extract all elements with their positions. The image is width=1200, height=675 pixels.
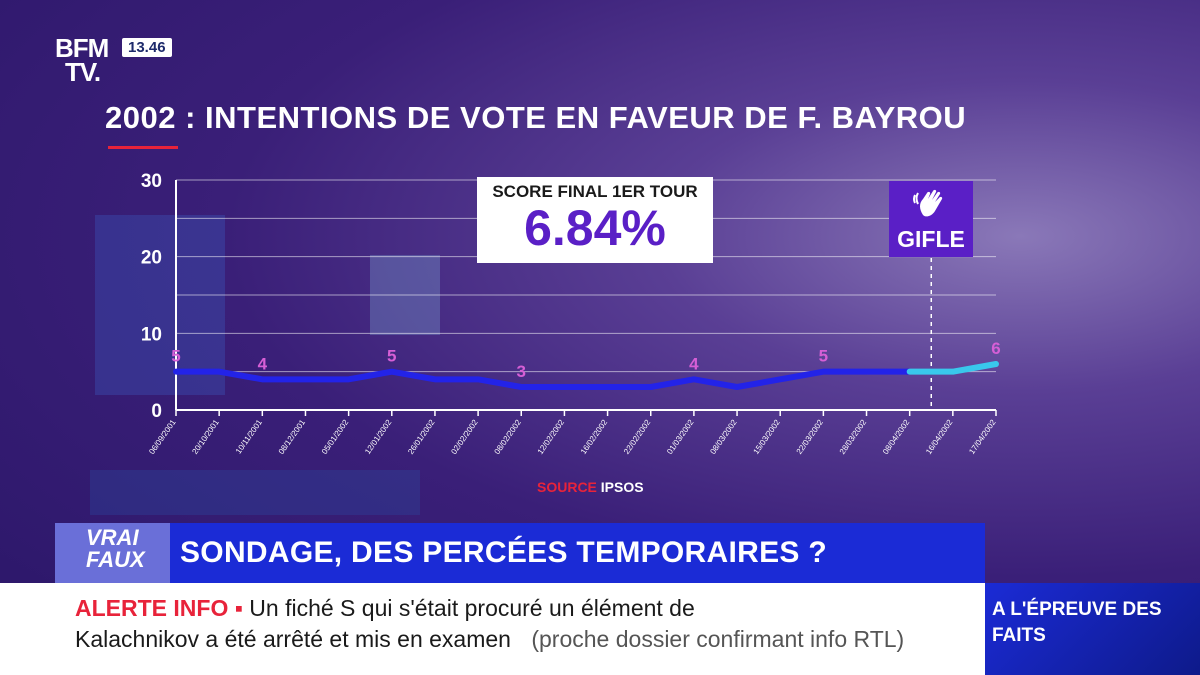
data-label: 4 [689, 354, 699, 373]
y-tick-label: 10 [141, 324, 162, 345]
x-tick-label: 10/11/2001 [234, 418, 264, 456]
alert-bullet-icon: ▪ [234, 595, 250, 621]
alert-parenthetical: (proche dossier confirmant info RTL) [531, 626, 905, 652]
x-tick-label: 08/02/2002 [493, 418, 524, 456]
source-name: IPSOS [600, 479, 644, 495]
x-tick-label: 08/04/2002 [881, 418, 912, 456]
x-tick-label: 26/01/2002 [406, 418, 437, 456]
alert-text2: Kalachnikov a été arrêté et mis en exame… [75, 626, 511, 652]
data-label: 6 [991, 339, 1000, 358]
vrai-faux-tag: VRAI FAUX [86, 525, 145, 572]
program-title: A L'ÉPREUVE DES FAITS [992, 599, 1162, 646]
score-value: 6.84% [524, 200, 666, 256]
series-line-post-event [906, 361, 999, 375]
x-tick-label: 05/01/2002 [320, 418, 351, 456]
gifle-marker: GIFLE [889, 181, 973, 257]
score-label: SCORE FINAL 1ER TOUR [492, 182, 698, 201]
series-line [173, 368, 913, 390]
headline: SONDAGE, DES PERCÉES TEMPORAIRES ? [180, 536, 827, 569]
alert-label: ALERTE INFO [75, 595, 229, 621]
x-tick-label: 01/03/2002 [665, 418, 696, 456]
x-tick-label: 16/02/2002 [579, 418, 610, 456]
data-label: 5 [171, 347, 180, 366]
vrai-faux-tag-box [55, 523, 170, 583]
x-tick-label: 12/02/2002 [536, 418, 567, 456]
waving-hand-icon [913, 189, 943, 217]
x-tick-label: 06/09/2001 [147, 418, 178, 456]
x-tick-label: 08/12/2001 [277, 418, 308, 456]
alert-line1: ALERTE INFO ▪ Un fiché S qui s'était pro… [75, 595, 695, 622]
data-label: 4 [258, 354, 268, 373]
program-corner [985, 583, 1200, 675]
x-tick-label: 17/04/2002 [967, 418, 998, 456]
score-box: SCORE FINAL 1ER TOUR 6.84% [477, 177, 713, 263]
y-tick-label: 0 [151, 401, 162, 422]
y-tick-label: 30 [141, 171, 162, 192]
x-tick-label: 08/03/2002 [708, 418, 739, 456]
logo-line1: BFM [55, 33, 109, 63]
title-underline [108, 146, 178, 149]
chart-title: 2002 : INTENTIONS DE VOTE EN FAVEUR DE F… [105, 100, 967, 135]
news-ticker [0, 583, 985, 675]
logo-line2: TV. [65, 57, 101, 87]
gifle-label: GIFLE [897, 226, 965, 252]
background-block [90, 470, 420, 515]
data-label: 5 [387, 347, 396, 366]
data-label: 3 [517, 362, 526, 381]
x-tick-label: 22/03/2002 [795, 418, 826, 456]
x-tick-label: 20/10/2001 [190, 418, 221, 456]
clock: 13.46 [122, 38, 172, 57]
x-tick-label: 02/02/2002 [449, 418, 480, 456]
alert-line2: Kalachnikov a été arrêté et mis en exame… [75, 626, 904, 653]
x-tick-label: 16/04/2002 [924, 418, 955, 456]
y-tick-label: 20 [141, 248, 162, 269]
x-tick-label: 28/03/2002 [838, 418, 869, 456]
data-label: 5 [819, 347, 828, 366]
source-note: SOURCE IPSOS [537, 479, 644, 495]
background-block [95, 215, 225, 395]
x-tick-label: 22/02/2002 [622, 418, 653, 456]
source-label: SOURCE [537, 479, 597, 495]
x-tick-label: 15/03/2002 [752, 418, 783, 456]
headline-banner [55, 523, 985, 583]
alert-text1: Un fiché S qui s'était procuré un élémen… [249, 595, 695, 621]
bfmtv-logo: BFM TV. [55, 33, 109, 87]
x-tick-label: 12/01/2002 [363, 418, 394, 456]
